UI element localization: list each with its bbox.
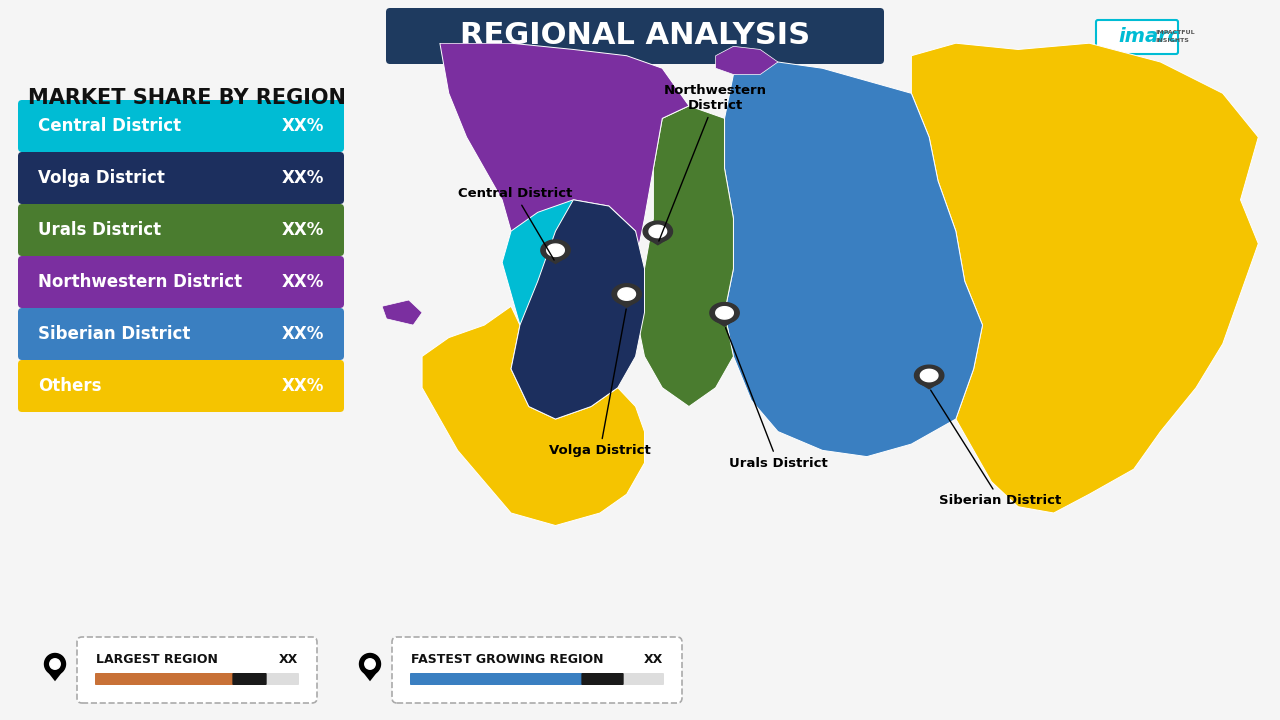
Polygon shape xyxy=(511,199,645,419)
Polygon shape xyxy=(547,244,564,256)
FancyBboxPatch shape xyxy=(18,152,344,204)
FancyBboxPatch shape xyxy=(387,8,884,64)
Polygon shape xyxy=(643,221,672,242)
FancyBboxPatch shape xyxy=(1096,20,1178,54)
Text: INSIGHTS: INSIGHTS xyxy=(1155,37,1189,42)
Polygon shape xyxy=(920,369,938,382)
Text: Siberian District: Siberian District xyxy=(38,325,191,343)
Text: Central District: Central District xyxy=(458,187,572,260)
Polygon shape xyxy=(422,306,645,526)
Polygon shape xyxy=(716,307,733,319)
FancyBboxPatch shape xyxy=(233,673,266,685)
Text: FASTEST GROWING REGION: FASTEST GROWING REGION xyxy=(411,654,603,667)
Circle shape xyxy=(365,659,375,670)
Polygon shape xyxy=(612,284,641,305)
Polygon shape xyxy=(381,300,422,325)
Text: Volga District: Volga District xyxy=(38,169,165,187)
Circle shape xyxy=(50,659,60,670)
FancyBboxPatch shape xyxy=(18,100,344,152)
Polygon shape xyxy=(636,106,733,407)
FancyBboxPatch shape xyxy=(18,204,344,256)
Polygon shape xyxy=(714,320,735,327)
FancyBboxPatch shape xyxy=(95,673,234,685)
Text: Central District: Central District xyxy=(38,117,182,135)
FancyBboxPatch shape xyxy=(410,673,664,685)
Polygon shape xyxy=(710,302,740,323)
FancyBboxPatch shape xyxy=(18,256,344,308)
Text: Volga District: Volga District xyxy=(549,309,650,457)
FancyBboxPatch shape xyxy=(95,673,300,685)
Text: XX%: XX% xyxy=(282,169,324,187)
Polygon shape xyxy=(362,671,379,681)
Text: XX%: XX% xyxy=(282,117,324,135)
Text: Northwestern
District: Northwestern District xyxy=(659,84,767,241)
Polygon shape xyxy=(911,43,1258,513)
FancyBboxPatch shape xyxy=(410,673,584,685)
Text: XX%: XX% xyxy=(282,273,324,291)
Circle shape xyxy=(360,654,380,675)
Polygon shape xyxy=(919,383,940,390)
Polygon shape xyxy=(914,365,943,386)
Text: Others: Others xyxy=(38,377,101,395)
Polygon shape xyxy=(618,288,635,300)
Circle shape xyxy=(45,654,65,675)
Polygon shape xyxy=(716,46,778,74)
Text: Northwestern District: Northwestern District xyxy=(38,273,242,291)
Text: XX: XX xyxy=(279,654,298,667)
FancyBboxPatch shape xyxy=(18,308,344,360)
Text: Siberian District: Siberian District xyxy=(931,390,1061,507)
Polygon shape xyxy=(616,302,637,308)
Polygon shape xyxy=(649,225,667,238)
Text: REGIONAL ANALYSIS: REGIONAL ANALYSIS xyxy=(460,22,810,50)
Polygon shape xyxy=(724,62,983,456)
FancyBboxPatch shape xyxy=(77,637,317,703)
Polygon shape xyxy=(541,240,570,261)
FancyBboxPatch shape xyxy=(392,637,682,703)
Text: XX%: XX% xyxy=(282,325,324,343)
Text: imarc: imarc xyxy=(1117,27,1179,47)
Text: Urals District: Urals District xyxy=(38,221,161,239)
Polygon shape xyxy=(440,43,689,356)
FancyBboxPatch shape xyxy=(581,673,623,685)
Text: XX%: XX% xyxy=(282,377,324,395)
Polygon shape xyxy=(47,671,63,681)
Text: XX%: XX% xyxy=(282,221,324,239)
Polygon shape xyxy=(545,258,566,264)
Text: MARKET SHARE BY REGION: MARKET SHARE BY REGION xyxy=(28,88,346,108)
Text: IMPACTFUL: IMPACTFUL xyxy=(1155,30,1194,35)
Text: XX: XX xyxy=(644,654,663,667)
Polygon shape xyxy=(648,239,668,246)
Text: Urals District: Urals District xyxy=(726,328,827,469)
Polygon shape xyxy=(502,199,636,356)
FancyBboxPatch shape xyxy=(18,360,344,412)
Text: LARGEST REGION: LARGEST REGION xyxy=(96,654,218,667)
